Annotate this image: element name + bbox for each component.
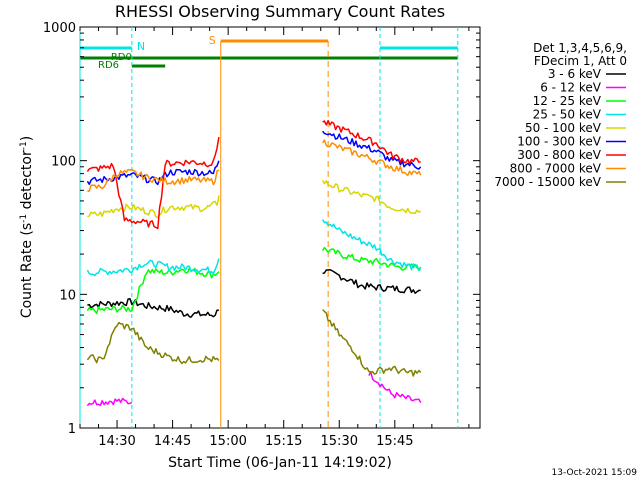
- footer-date: 13-Oct-2021 15:09: [552, 468, 638, 478]
- series-line-7: [321, 139, 422, 177]
- y-axis: 1 10 100 1000: [43, 21, 480, 437]
- y-axis-label: Count Rate (s-1 detector-1): [19, 136, 35, 318]
- series-line-6: [322, 119, 421, 165]
- y-axis-label-end: ): [19, 136, 35, 141]
- y-axis-label-sup1: -1: [19, 214, 29, 223]
- series-line-0: [87, 297, 219, 318]
- legend-label: 12 - 25 keV: [533, 94, 602, 108]
- chart-title: RHESSI Observing Summary Count Rates: [115, 2, 445, 21]
- x-axis: 14:30 14:45 15:00 15:15 15:30 15:45: [79, 27, 470, 449]
- legend-header-line: FDecim 1, Att 0: [534, 54, 627, 68]
- legend-label: 3 - 6 keV: [548, 67, 602, 81]
- y-tick-label: 1000: [43, 21, 76, 36]
- series-line-0: [322, 269, 421, 294]
- legend-label: 800 - 7000 keV: [510, 162, 602, 176]
- x-tick-label: 15:45: [376, 434, 413, 449]
- y-tick-label: 1: [68, 422, 76, 437]
- series-line-4: [87, 195, 220, 219]
- series-line-1: [368, 370, 422, 403]
- legend-label: 300 - 800 keV: [517, 148, 601, 162]
- x-tick-label: 15:15: [265, 434, 302, 449]
- rd6-label: RD6: [98, 60, 119, 71]
- series-line-7: [87, 168, 220, 193]
- series-line-2: [321, 246, 422, 271]
- legend-label: 7000 - 15000 keV: [494, 175, 601, 189]
- series-line-3: [321, 219, 422, 272]
- y-tick-label: 100: [51, 155, 76, 170]
- night-label: N: [137, 40, 145, 53]
- y-axis-label-sup2: -1: [19, 141, 29, 150]
- series-line-2: [86, 267, 220, 315]
- legend-header-line: Det 1,3,4,5,6,9,: [533, 41, 627, 55]
- x-tick-label: 14:45: [154, 434, 191, 449]
- series-line-3: [86, 258, 220, 277]
- rd0-label: RD0: [111, 52, 132, 63]
- x-axis-label: Start Time (06-Jan-11 14:19:02): [168, 455, 392, 471]
- x-tick-label: 15:30: [321, 434, 358, 449]
- series-line-8: [322, 309, 422, 377]
- legend-label: 100 - 300 keV: [517, 135, 601, 149]
- series-line-5: [322, 130, 422, 170]
- y-tick-label: 10: [59, 288, 76, 303]
- legend-label: 25 - 50 keV: [533, 108, 602, 122]
- x-tick-label: 15:00: [209, 434, 246, 449]
- y-axis-label-mid: detector: [19, 150, 35, 214]
- saa-label: S: [209, 34, 216, 47]
- series-line-8: [86, 321, 220, 365]
- legend-label: 6 - 12 keV: [540, 81, 602, 95]
- x-tick-label: 14:30: [98, 434, 135, 449]
- plot-frame: [79, 26, 481, 429]
- series-line-4: [321, 179, 422, 215]
- legend-label: 50 - 100 keV: [525, 121, 602, 135]
- legend-header: Det 1,3,4,5,6,9,FDecim 1, Att 0: [533, 41, 627, 68]
- series-line-1: [86, 397, 133, 407]
- series-line-6: [86, 136, 220, 230]
- y-axis-label-main: Count Rate (s: [19, 223, 35, 318]
- series-lines: [86, 119, 422, 407]
